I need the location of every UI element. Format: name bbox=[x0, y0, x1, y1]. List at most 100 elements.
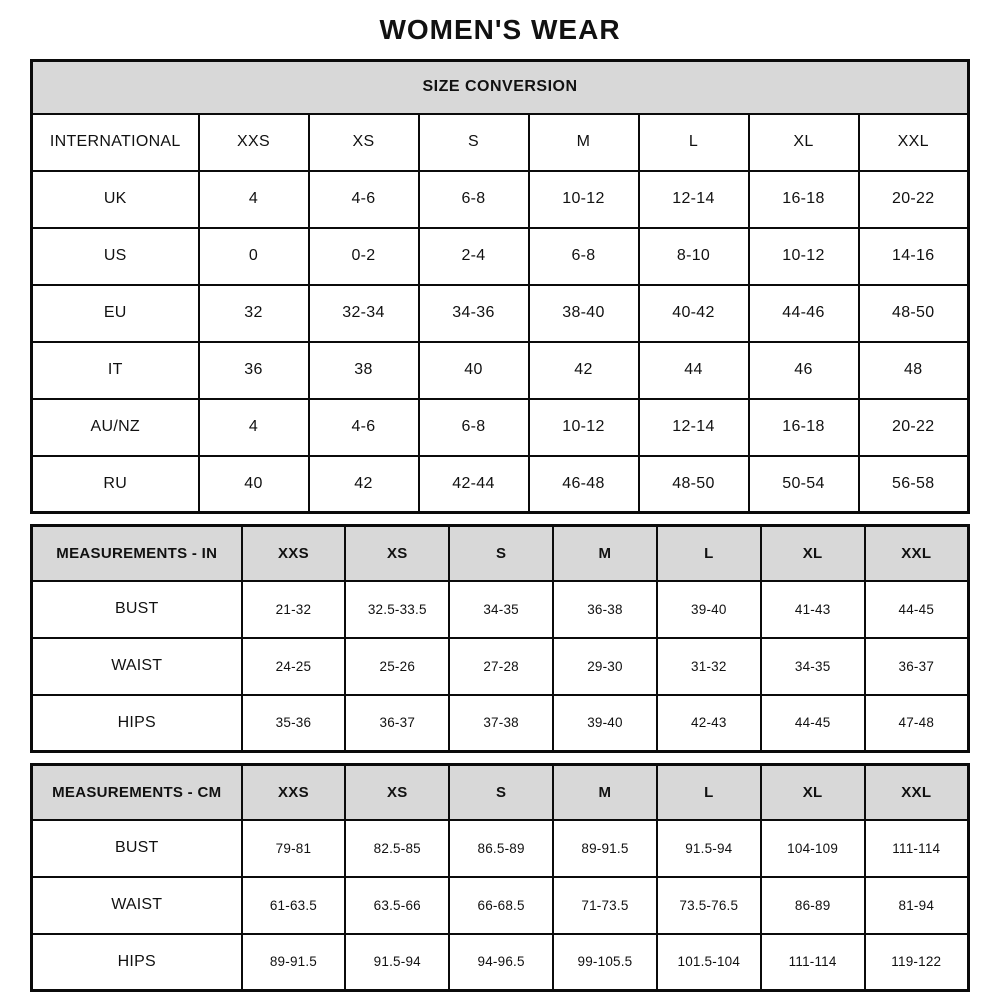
value-cell: 47-48 bbox=[863, 693, 970, 753]
value-cell: 21-32 bbox=[240, 579, 347, 639]
table-row: AU/NZ 4 4-6 6-8 10-12 12-14 16-18 20-22 bbox=[30, 397, 970, 457]
value-cell: 10-12 bbox=[747, 226, 860, 286]
header-cell: XL bbox=[747, 112, 860, 172]
table-row: UK 4 4-6 6-8 10-12 12-14 16-18 20-22 bbox=[30, 169, 970, 229]
row-label: AU/NZ bbox=[30, 397, 200, 457]
value-cell: 42-43 bbox=[655, 693, 762, 753]
value-cell: 29-30 bbox=[552, 636, 658, 696]
value-cell: 24-25 bbox=[240, 636, 347, 696]
header-cell: S bbox=[417, 112, 530, 172]
header-cell: XL bbox=[759, 763, 866, 821]
row-label: BUST bbox=[30, 818, 243, 878]
header-cell: M bbox=[552, 524, 658, 582]
table-row: EU 32 32-34 34-36 38-40 40-42 44-46 48-5… bbox=[30, 283, 970, 343]
value-cell: 8-10 bbox=[637, 226, 750, 286]
value-cell: 37-38 bbox=[448, 693, 555, 753]
value-cell: 42-44 bbox=[417, 454, 530, 514]
value-cell: 12-14 bbox=[637, 169, 750, 229]
table-title: SIZE CONVERSION bbox=[30, 59, 970, 115]
value-cell: 89-91.5 bbox=[552, 818, 658, 878]
value-cell: 6-8 bbox=[417, 169, 530, 229]
value-cell: 44 bbox=[637, 340, 750, 400]
value-cell: 12-14 bbox=[637, 397, 750, 457]
value-cell: 44-45 bbox=[863, 579, 970, 639]
row-label: BUST bbox=[30, 579, 243, 639]
value-cell: 41-43 bbox=[759, 579, 866, 639]
table-row: IT 36 38 40 42 44 46 48 bbox=[30, 340, 970, 400]
header-cell: XXS bbox=[240, 763, 347, 821]
value-cell: 36 bbox=[197, 340, 310, 400]
value-cell: 56-58 bbox=[857, 454, 970, 514]
value-cell: 31-32 bbox=[655, 636, 762, 696]
header-cell: XXL bbox=[863, 763, 970, 821]
value-cell: 73.5-76.5 bbox=[655, 875, 762, 935]
header-cell: S bbox=[448, 763, 555, 821]
value-cell: 38 bbox=[307, 340, 420, 400]
value-cell: 39-40 bbox=[655, 579, 762, 639]
value-cell: 40-42 bbox=[637, 283, 750, 343]
value-cell: 86-89 bbox=[759, 875, 866, 935]
header-cell: L bbox=[655, 524, 762, 582]
value-cell: 4 bbox=[197, 397, 310, 457]
value-cell: 42 bbox=[527, 340, 640, 400]
column-header-row: MEASUREMENTS - IN XXS XS S M L XL XXL bbox=[30, 524, 970, 582]
value-cell: 39-40 bbox=[552, 693, 658, 753]
value-cell: 99-105.5 bbox=[552, 932, 658, 992]
value-cell: 94-96.5 bbox=[448, 932, 555, 992]
value-cell: 20-22 bbox=[857, 169, 970, 229]
column-header-row: MEASUREMENTS - CM XXS XS S M L XL XXL bbox=[30, 763, 970, 821]
value-cell: 42 bbox=[307, 454, 420, 514]
row-label: IT bbox=[30, 340, 200, 400]
size-conversion-table: SIZE CONVERSION INTERNATIONAL XXS XS S M… bbox=[30, 59, 970, 514]
row-label: EU bbox=[30, 283, 200, 343]
value-cell: 4 bbox=[197, 169, 310, 229]
header-cell: S bbox=[448, 524, 555, 582]
row-label: RU bbox=[30, 454, 200, 514]
value-cell: 36-37 bbox=[863, 636, 970, 696]
row-label: HIPS bbox=[30, 932, 243, 992]
header-cell: XS bbox=[344, 524, 451, 582]
value-cell: 14-16 bbox=[857, 226, 970, 286]
value-cell: 20-22 bbox=[857, 397, 970, 457]
value-cell: 63.5-66 bbox=[344, 875, 451, 935]
table-title: MEASUREMENTS - CM bbox=[30, 763, 243, 821]
value-cell: 50-54 bbox=[747, 454, 860, 514]
value-cell: 32.5-33.5 bbox=[344, 579, 451, 639]
header-cell: L bbox=[637, 112, 750, 172]
value-cell: 0 bbox=[197, 226, 310, 286]
table-row: RU 40 42 42-44 46-48 48-50 50-54 56-58 bbox=[30, 454, 970, 514]
table-row: US 0 0-2 2-4 6-8 8-10 10-12 14-16 bbox=[30, 226, 970, 286]
row-label: HIPS bbox=[30, 693, 243, 753]
table-row: HIPS 35-36 36-37 37-38 39-40 42-43 44-45… bbox=[30, 693, 970, 753]
value-cell: 44-46 bbox=[747, 283, 860, 343]
value-cell: 32 bbox=[197, 283, 310, 343]
value-cell: 86.5-89 bbox=[448, 818, 555, 878]
value-cell: 27-28 bbox=[448, 636, 555, 696]
value-cell: 4-6 bbox=[307, 397, 420, 457]
value-cell: 34-35 bbox=[759, 636, 866, 696]
value-cell: 2-4 bbox=[417, 226, 530, 286]
page-title: WOMEN'S WEAR bbox=[379, 14, 621, 45]
value-cell: 89-91.5 bbox=[240, 932, 347, 992]
value-cell: 111-114 bbox=[863, 818, 970, 878]
value-cell: 36-38 bbox=[552, 579, 658, 639]
header-cell: XXL bbox=[863, 524, 970, 582]
value-cell: 111-114 bbox=[759, 932, 866, 992]
row-label: US bbox=[30, 226, 200, 286]
value-cell: 104-109 bbox=[759, 818, 866, 878]
value-cell: 40 bbox=[417, 340, 530, 400]
row-label: WAIST bbox=[30, 636, 243, 696]
value-cell: 44-45 bbox=[759, 693, 866, 753]
value-cell: 4-6 bbox=[307, 169, 420, 229]
value-cell: 34-36 bbox=[417, 283, 530, 343]
value-cell: 91.5-94 bbox=[655, 818, 762, 878]
row-label: UK bbox=[30, 169, 200, 229]
value-cell: 35-36 bbox=[240, 693, 347, 753]
value-cell: 6-8 bbox=[527, 226, 640, 286]
value-cell: 0-2 bbox=[307, 226, 420, 286]
header-cell: XXL bbox=[857, 112, 970, 172]
table-row: HIPS 89-91.5 91.5-94 94-96.5 99-105.5 10… bbox=[30, 932, 970, 992]
value-cell: 91.5-94 bbox=[344, 932, 451, 992]
value-cell: 10-12 bbox=[527, 169, 640, 229]
